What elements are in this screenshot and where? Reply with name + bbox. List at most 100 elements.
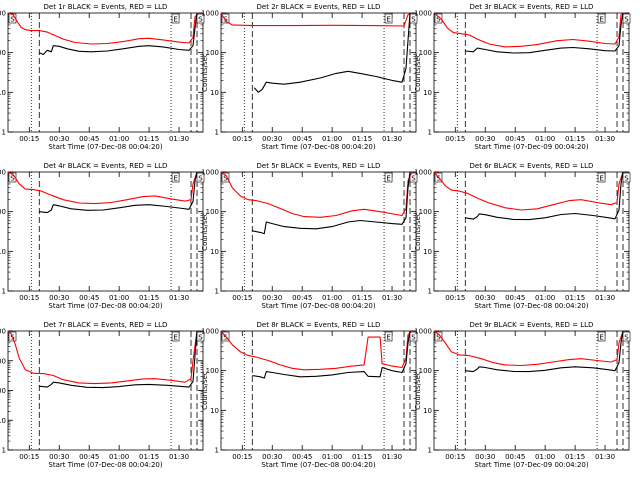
y-tick-label: 1000 — [201, 328, 219, 336]
x-tick-label: 00:15 — [445, 294, 465, 302]
series-line-events — [465, 171, 624, 221]
x-tick-label: 00:30 — [49, 453, 69, 461]
series-line-events — [465, 330, 624, 373]
x-tick-label: 01:30 — [169, 294, 189, 302]
interval-marker-box — [221, 13, 230, 24]
x-axis-label: Start Time (07-Dec-08 00:04:20) — [474, 302, 588, 310]
detector-panel-1: Det 1r BLACK = Events, RED = LLD 1 10 100 10… — [0, 3, 205, 151]
plot-frame — [7, 330, 204, 451]
y-tick-label: 100 — [0, 387, 6, 395]
x-tick-label: 00:30 — [475, 294, 495, 302]
x-tick-label: 00:15 — [232, 135, 252, 143]
interval-marker-s: S — [198, 334, 203, 342]
interval-marker-e: E — [599, 175, 603, 183]
x-tick-label: 01:30 — [595, 453, 615, 461]
x-tick-label: 01:00 — [322, 453, 342, 461]
y-tick-label: 100 — [419, 208, 432, 216]
x-tick-label: 00:45 — [505, 453, 525, 461]
y-tick-label: 1000 — [414, 169, 432, 177]
interval-marker-box — [622, 172, 631, 183]
y-tick-label: 1000 — [0, 169, 6, 177]
interval-marker-s: S — [624, 334, 629, 342]
interval-marker-e: E — [386, 16, 390, 24]
panel-title: Det 1r BLACK = Events, RED = LLD — [44, 3, 168, 11]
interval-marker-box — [434, 331, 443, 342]
x-tick-label: 00:45 — [505, 135, 525, 143]
detector-panel-9: Det 9r BLACK = Events, RED = LLD 1 10 100 10… — [414, 321, 631, 469]
x-tick-label: 00:45 — [292, 135, 312, 143]
x-tick-label: 01:30 — [382, 135, 402, 143]
y-tick-label: 10 — [0, 417, 6, 425]
x-tick-label: 01:30 — [382, 294, 402, 302]
x-tick-label: 00:30 — [262, 453, 282, 461]
interval-marker-s: S — [624, 175, 629, 183]
interval-marker-s: S — [411, 16, 416, 24]
interval-marker-s: S — [624, 16, 629, 24]
x-tick-label: 01:00 — [535, 453, 555, 461]
x-tick-label: 01:00 — [109, 135, 129, 143]
x-tick-label: 01:00 — [322, 294, 342, 302]
x-tick-label: 01:30 — [382, 453, 402, 461]
y-tick-label: 1 — [428, 288, 432, 296]
interval-marker-e: E — [173, 334, 177, 342]
x-tick-label: 00:45 — [505, 294, 525, 302]
series-line-lld — [433, 330, 624, 367]
x-tick-label: 01:00 — [109, 453, 129, 461]
interval-marker-s: S — [436, 16, 441, 24]
x-tick-label: 00:15 — [232, 453, 252, 461]
y-tick-label: 100 — [419, 367, 432, 375]
plot-frame — [220, 171, 417, 292]
x-tick-label: 01:00 — [322, 135, 342, 143]
panel-title: Det 8r BLACK = Events, RED = LLD — [257, 321, 381, 329]
y-tick-label: 10 — [210, 407, 219, 415]
y-tick-label: 10 — [210, 248, 219, 256]
interval-marker-box — [384, 13, 393, 24]
plot-frame — [433, 330, 630, 451]
series-line-events — [465, 12, 624, 54]
x-tick-label: 00:30 — [475, 135, 495, 143]
y-axis-label: Counts/sec — [201, 212, 209, 251]
x-tick-label: 01:30 — [169, 135, 189, 143]
y-tick-label: 1 — [2, 288, 6, 296]
x-tick-label: 01:15 — [352, 453, 372, 461]
interval-marker-box — [171, 13, 180, 24]
x-axis-label: Start Time (07-Dec-09 00:04:20) — [474, 143, 588, 151]
y-tick-label: 1000 — [414, 328, 432, 336]
y-axis-label: Counts/sec — [414, 371, 422, 410]
detector-panel-2: Det 2r BLACK = Events, RED = LLD 1 10 100 10… — [201, 3, 418, 151]
x-tick-label: 00:30 — [49, 294, 69, 302]
y-tick-label: 1 — [215, 447, 219, 455]
x-tick-label: 00:45 — [79, 453, 99, 461]
x-tick-label: 01:30 — [595, 135, 615, 143]
interval-marker-s: S — [436, 175, 441, 183]
x-axis-label: Start Time (07-Dec-08 00:04:20) — [261, 302, 375, 310]
interval-marker-e: E — [173, 16, 177, 24]
series-line-events — [252, 171, 411, 235]
series-line-lld — [433, 12, 626, 48]
interval-marker-box — [622, 331, 631, 342]
panel-title: Det 9r BLACK = Events, RED = LLD — [470, 321, 594, 329]
interval-marker-box — [597, 172, 606, 183]
y-tick-label: 10 — [210, 89, 219, 97]
x-tick-label: 01:00 — [109, 294, 129, 302]
y-tick-label: 10 — [423, 89, 432, 97]
series-line-events — [39, 171, 198, 214]
y-tick-label: 100 — [206, 49, 219, 57]
series-line-lld — [220, 330, 413, 371]
x-tick-label: 01:15 — [139, 294, 159, 302]
y-tick-label: 1000 — [0, 357, 6, 365]
x-tick-label: 00:30 — [262, 135, 282, 143]
y-axis-label: Counts/sec — [414, 53, 422, 92]
x-tick-label: 01:30 — [169, 453, 189, 461]
plot-frame — [220, 12, 417, 133]
x-tick-label: 01:15 — [565, 294, 585, 302]
interval-marker-s: S — [198, 175, 203, 183]
x-tick-label: 00:30 — [262, 294, 282, 302]
x-tick-label: 00:30 — [49, 135, 69, 143]
interval-marker-s: S — [223, 175, 228, 183]
series-line-lld — [7, 12, 200, 45]
interval-marker-e: E — [386, 334, 390, 342]
y-tick-label: 1 — [215, 129, 219, 137]
